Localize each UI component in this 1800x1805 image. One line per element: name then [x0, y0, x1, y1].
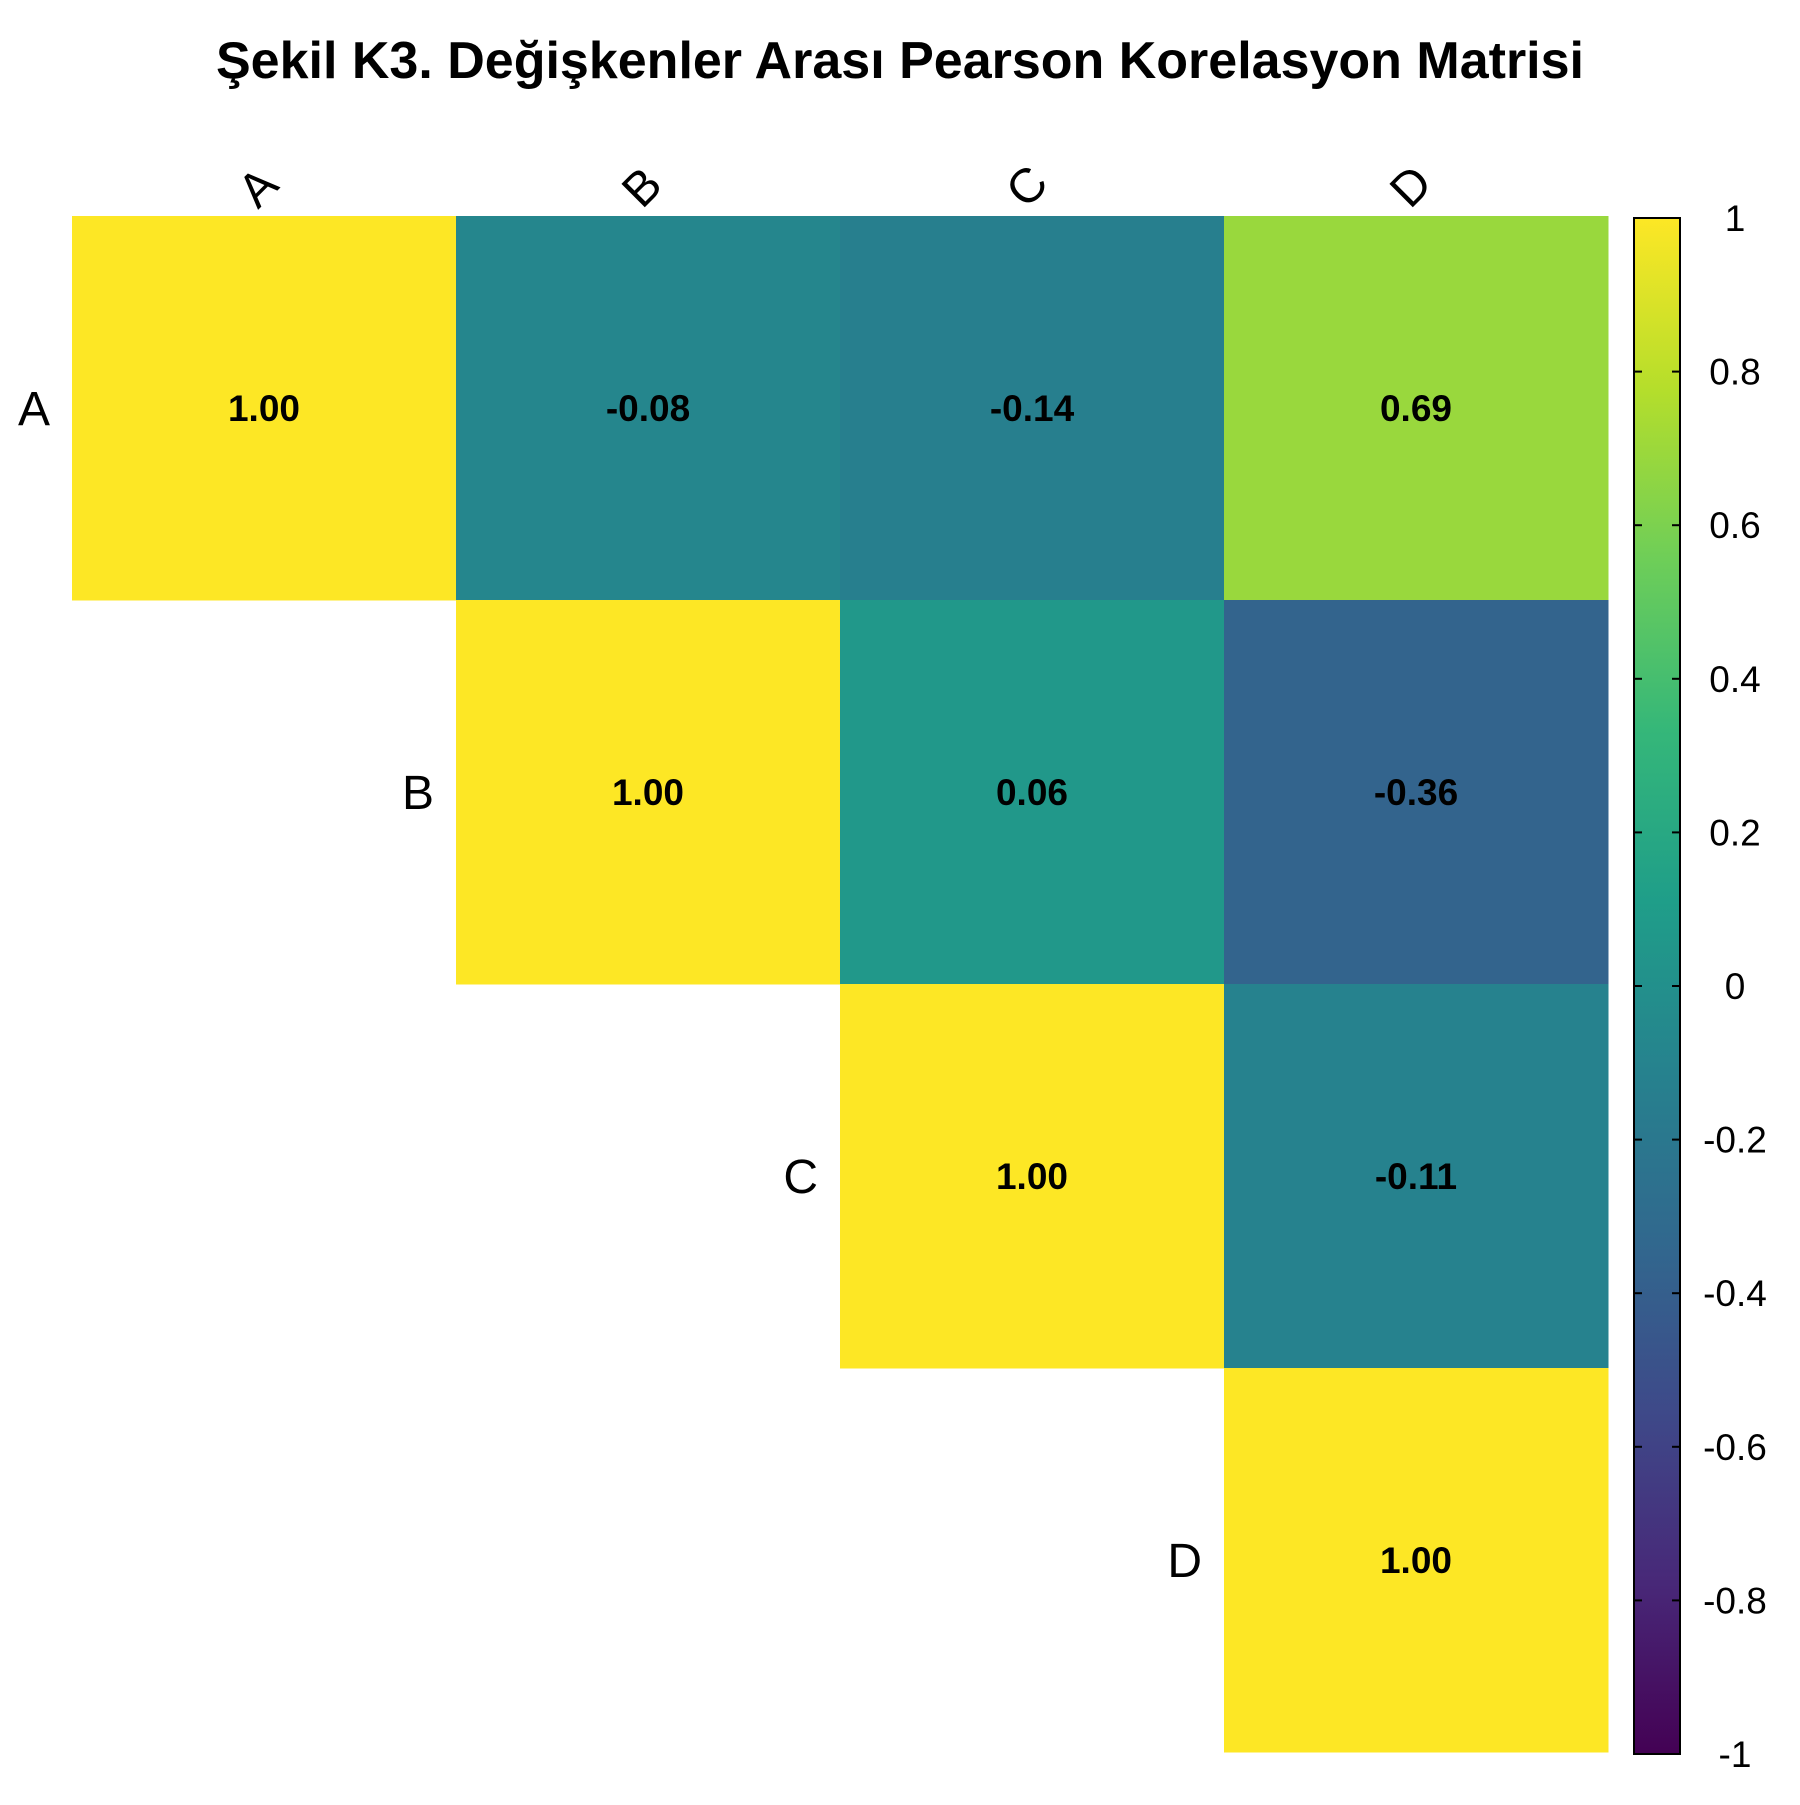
column-label-B: B	[612, 158, 672, 218]
colorbar-tick-label: -0.8	[1703, 1580, 1767, 1621]
cell-value-label-A-A: 1.00	[228, 388, 300, 429]
cell-value-label-A-D: 0.69	[1380, 388, 1452, 429]
chart-title: Şekil K3. Değişkenler Arası Pearson Kore…	[216, 32, 1584, 90]
heatmap-cell-A-D	[1224, 216, 1609, 601]
colorbar-tick-label: 0.2	[1709, 812, 1760, 853]
heatmap-cell-A-B	[456, 216, 841, 601]
colorbar-tick-label: 0.4	[1709, 659, 1760, 700]
cell-value-label-C-C: 1.00	[996, 1156, 1068, 1197]
row-label-A: A	[18, 383, 50, 436]
cell-value-label-A-B: -0.08	[606, 388, 690, 429]
heatmap-cell-A-C	[840, 216, 1225, 601]
colorbar-tick-label: 0.6	[1709, 505, 1760, 546]
cell-value-label-B-D: -0.36	[1374, 772, 1458, 813]
heatmap-cell-B-D	[1224, 600, 1609, 985]
cell-value-label-B-B: 1.00	[612, 772, 684, 813]
row-label-B: B	[402, 767, 434, 820]
colorbar-tick-label: 0	[1725, 966, 1746, 1007]
colorbar-tick-label: -1	[1719, 1734, 1752, 1775]
heatmap-cell-C-C	[840, 984, 1225, 1369]
colorbar: 1 0.8 0.6 0.4 0.2 0 -0.2 -0.4 -0.6 -0.8 -1	[1633, 198, 1767, 1775]
row-label-D: D	[1167, 1535, 1202, 1588]
heatmap-cell-C-D	[1224, 984, 1609, 1369]
row-label-C: C	[783, 1151, 818, 1204]
heatmap-cell-B-C	[840, 600, 1225, 985]
cell-value-label-B-C: 0.06	[996, 772, 1068, 813]
colorbar-tick-label: -0.6	[1703, 1427, 1767, 1468]
column-label-A: A	[228, 158, 288, 218]
column-labels: A B C D	[228, 156, 1442, 218]
cell-value-label-A-C: -0.14	[990, 388, 1075, 429]
colorbar-tick-label: -0.4	[1703, 1273, 1767, 1314]
heatmap-cells: 1.00 -0.08 -0.14 0.69 1.00 0.06 -0.36 1.00 -0.11…	[72, 216, 1609, 1753]
column-label-D: D	[1380, 156, 1442, 218]
column-label-C: C	[996, 156, 1058, 218]
cell-value-label-C-D: -0.11	[1375, 1156, 1457, 1197]
row-labels: A B C D	[18, 383, 1202, 1588]
colorbar-tick-label: 0.8	[1709, 352, 1760, 393]
colorbar-tick-label: -0.2	[1703, 1120, 1767, 1161]
heatmap-cell-D-D	[1224, 1368, 1609, 1753]
colorbar-tick-label: 1	[1725, 198, 1746, 239]
heatmap-cell-A-A	[72, 216, 457, 601]
cell-value-label-D-D: 1.00	[1380, 1540, 1452, 1581]
heatmap-cell-B-B	[456, 600, 841, 985]
